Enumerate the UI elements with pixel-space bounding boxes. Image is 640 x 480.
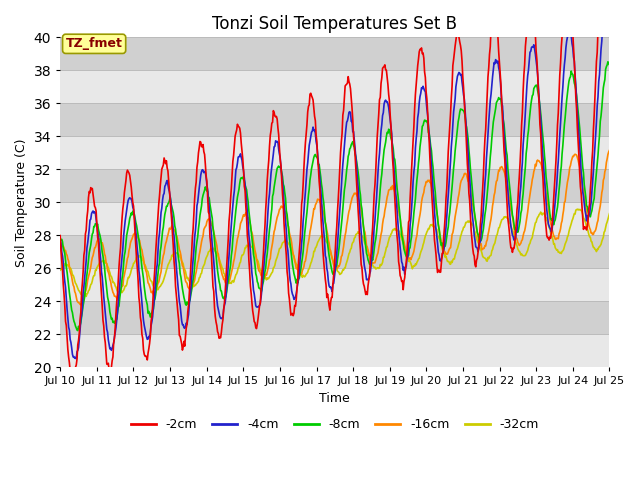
Bar — [60, 169, 609, 203]
Y-axis label: Soil Temperature (C): Soil Temperature (C) — [15, 138, 28, 266]
Bar — [60, 301, 609, 335]
Title: Tonzi Soil Temperatures Set B: Tonzi Soil Temperatures Set B — [212, 15, 458, 33]
Bar — [60, 103, 609, 136]
Bar — [60, 235, 609, 268]
X-axis label: Time: Time — [319, 392, 350, 405]
Bar — [60, 71, 609, 103]
Bar — [60, 136, 609, 169]
Bar — [60, 268, 609, 301]
Bar — [60, 203, 609, 235]
Text: TZ_fmet: TZ_fmet — [66, 37, 123, 50]
Bar — [60, 335, 609, 367]
Legend: -2cm, -4cm, -8cm, -16cm, -32cm: -2cm, -4cm, -8cm, -16cm, -32cm — [125, 413, 544, 436]
Bar — [60, 37, 609, 71]
